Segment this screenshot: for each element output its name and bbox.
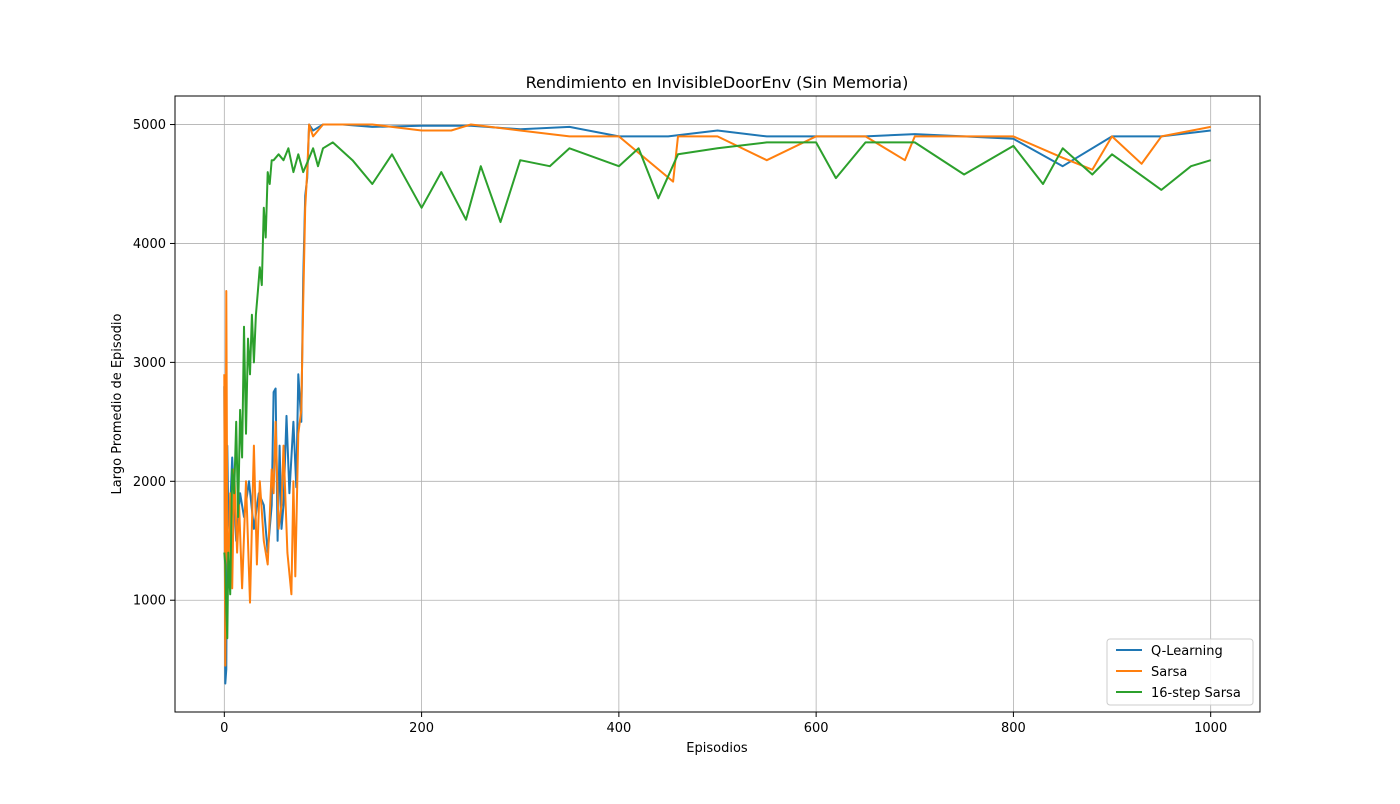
legend-label-16-step-sarsa: 16-step Sarsa bbox=[1151, 686, 1241, 701]
x-tick-label: 200 bbox=[409, 721, 434, 736]
legend: Q-Learning Sarsa 16-step Sarsa bbox=[1106, 638, 1254, 706]
plot-frame bbox=[174, 95, 1261, 713]
series-line-16-step-sarsa bbox=[223, 141, 1211, 640]
chart-title: Rendimiento en InvisibleDoorEnv (Sin Mem… bbox=[526, 73, 909, 92]
y-tick-label: 1000 bbox=[133, 594, 166, 609]
series-line-sarsa bbox=[223, 123, 1211, 667]
legend-box bbox=[1106, 638, 1254, 706]
series-lines bbox=[223, 123, 1211, 685]
grid-lines bbox=[175, 96, 1260, 712]
x-tick-label: 800 bbox=[1001, 721, 1026, 736]
legend-label-sarsa: Sarsa bbox=[1151, 665, 1187, 680]
axis-ticks: 0 200 400 600 800 1000 1000 2000 3000 4000 5000 bbox=[133, 118, 1227, 736]
x-tick-label: 600 bbox=[804, 721, 829, 736]
series-line-q-learning bbox=[223, 123, 1211, 685]
y-tick-label: 4000 bbox=[133, 237, 166, 252]
x-tick-label: 400 bbox=[606, 721, 631, 736]
y-tick-label: 2000 bbox=[133, 475, 166, 490]
x-axis-label: Episodios bbox=[686, 741, 748, 756]
x-tick-label: 1000 bbox=[1194, 721, 1227, 736]
y-tick-label: 5000 bbox=[133, 118, 166, 133]
y-axis-label: Largo Promedio de Episodio bbox=[110, 314, 125, 495]
legend-label-q-learning: Q-Learning bbox=[1151, 644, 1223, 659]
x-tick-label: 0 bbox=[220, 721, 228, 736]
y-tick-label: 3000 bbox=[133, 356, 166, 371]
